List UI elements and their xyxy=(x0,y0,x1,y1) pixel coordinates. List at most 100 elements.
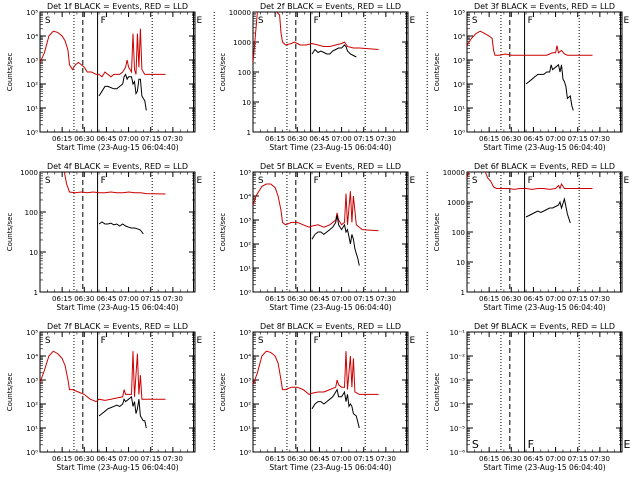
plot-frame xyxy=(466,331,623,453)
lld-series-line xyxy=(40,28,166,78)
y-axis-label: Counts/sec xyxy=(219,53,227,92)
y-tick-label: 10² xyxy=(453,81,465,89)
panel-6: Det 6f BLACK = Events, RED = LLD 1 10 100 10… xyxy=(433,162,630,312)
x-tick-label: 06:15 xyxy=(265,135,285,143)
x-axis-label: Start Time (23-Aug-15 06:04:40) xyxy=(483,463,605,472)
events-series-line xyxy=(98,221,144,235)
x-axis-label: Start Time (23-Aug-15 06:04:40) xyxy=(269,303,391,312)
marker-label-s: S xyxy=(258,336,264,346)
panel-title: Det 7f BLACK = Events, RED = LLD xyxy=(47,322,188,331)
y-axis-label: Counts/sec xyxy=(433,213,441,252)
x-tick-label: 07:00 xyxy=(545,455,565,463)
plot-frame xyxy=(252,331,409,453)
lld-series-line xyxy=(253,350,379,395)
marker-label-f: F xyxy=(528,438,534,451)
x-tick-label: 07:15 xyxy=(141,455,161,463)
y-tick-label: 10² xyxy=(26,401,38,409)
panel-title: Det 4f BLACK = Events, RED = LLD xyxy=(47,162,188,171)
x-tick-label: 07:30 xyxy=(376,455,396,463)
y-tick-label: 10⁰ xyxy=(26,449,38,457)
marker-label-e: E xyxy=(624,438,631,451)
marker-label-f: F xyxy=(528,176,533,186)
panel-4: Det 4f BLACK = Events, RED = LLD 1 10 100 10… xyxy=(6,162,215,312)
panel-2: Det 2f BLACK = Events, RED = LLD 1 10 100 10… xyxy=(219,2,428,152)
y-tick-label: 10⁴ xyxy=(239,353,251,361)
x-tick-label: 06:30 xyxy=(74,135,94,143)
y-axis-label: Counts/sec xyxy=(433,373,441,412)
events-series-line xyxy=(311,215,360,266)
x-tick-label: 07:15 xyxy=(354,135,374,143)
y-tick-label: 1 xyxy=(34,289,38,297)
events-series-line xyxy=(525,63,574,111)
marker-label-f: F xyxy=(314,16,319,26)
y-tick-label: 10 xyxy=(456,259,465,267)
y-tick-label: 10² xyxy=(26,81,38,89)
x-tick-label: 06:15 xyxy=(265,295,285,303)
plot-frame xyxy=(466,11,623,133)
y-tick-label: 10⁻¹ xyxy=(450,329,466,337)
y-tick-label: 1000 xyxy=(20,169,38,177)
panel-title: Det 8f BLACK = Events, RED = LLD xyxy=(260,322,401,331)
x-tick-label: 07:30 xyxy=(376,135,396,143)
x-tick-label: 07:15 xyxy=(141,295,161,303)
x-tick-label: 07:30 xyxy=(590,135,610,143)
x-axis-label: Start Time (23-Aug-15 06:04:40) xyxy=(56,143,178,152)
x-tick-label: 07:00 xyxy=(331,455,351,463)
x-tick-label: 07:00 xyxy=(118,135,138,143)
y-tick-label: 10 xyxy=(242,99,251,107)
lld-series-line xyxy=(40,350,166,403)
marker-label-e: E xyxy=(410,16,416,26)
x-tick-label: 06:30 xyxy=(501,295,521,303)
marker-label-s: S xyxy=(472,176,478,186)
y-tick-label: 10⁰ xyxy=(26,129,38,137)
marker-label-f: F xyxy=(101,176,106,186)
y-tick-label: 10⁴ xyxy=(26,33,38,41)
x-tick-label: 06:45 xyxy=(96,455,116,463)
y-axis-label: Counts/sec xyxy=(6,373,14,412)
events-series-line xyxy=(311,388,360,429)
y-tick-label: 1 xyxy=(247,129,251,137)
x-tick-label: 06:30 xyxy=(287,135,307,143)
y-tick-label: 1000 xyxy=(447,199,465,207)
x-axis-label: Start Time (23-Aug-15 06:04:40) xyxy=(56,303,178,312)
y-tick-label: 10³ xyxy=(453,57,465,65)
y-tick-label: 10³ xyxy=(239,217,251,225)
y-tick-label: 10³ xyxy=(239,377,251,385)
x-tick-label: 06:15 xyxy=(52,295,72,303)
x-tick-label: 06:45 xyxy=(309,455,329,463)
events-series-line xyxy=(311,44,357,58)
panel-title: Det 3f BLACK = Events, RED = LLD xyxy=(474,2,615,11)
marker-label-f: F xyxy=(101,336,106,346)
y-tick-label: 10⁵ xyxy=(453,9,465,17)
marker-label-f: F xyxy=(101,16,106,26)
events-series-line xyxy=(98,73,147,111)
plot-frame xyxy=(252,171,409,293)
marker-label-s: S xyxy=(472,16,478,26)
y-tick-label: 10⁵ xyxy=(239,329,251,337)
y-tick-label: 10 xyxy=(29,249,38,257)
x-tick-label: 07:00 xyxy=(118,295,138,303)
events-series-line xyxy=(525,197,571,224)
y-tick-label: 100 xyxy=(25,209,38,217)
marker-label-f: F xyxy=(528,16,533,26)
y-tick-label: 10⁰ xyxy=(239,449,251,457)
x-tick-label: 06:15 xyxy=(479,455,499,463)
plot-frame xyxy=(39,171,196,293)
x-tick-label: 07:15 xyxy=(354,455,374,463)
x-tick-label: 07:15 xyxy=(354,295,374,303)
x-tick-label: 06:30 xyxy=(74,295,94,303)
y-axis-label: Counts/sec xyxy=(6,213,14,252)
y-tick-label: 10² xyxy=(239,401,251,409)
marker-label-e: E xyxy=(197,336,203,346)
y-tick-label: 10⁻⁴ xyxy=(450,401,466,409)
panel-3: Det 3f BLACK = Events, RED = LLD 10⁰ 10¹ 10… xyxy=(433,2,630,152)
y-tick-label: 10⁰ xyxy=(453,129,465,137)
panel-7: Det 7f BLACK = Events, RED = LLD 10⁰ 10¹ 10… xyxy=(6,322,215,472)
plot-frame xyxy=(39,331,196,453)
y-tick-label: 10¹ xyxy=(26,105,38,113)
x-tick-label: 06:15 xyxy=(479,295,499,303)
y-tick-label: 10⁻³ xyxy=(450,377,466,385)
marker-label-e: E xyxy=(410,336,416,346)
events-series-line xyxy=(98,395,147,429)
x-tick-label: 06:45 xyxy=(523,295,543,303)
